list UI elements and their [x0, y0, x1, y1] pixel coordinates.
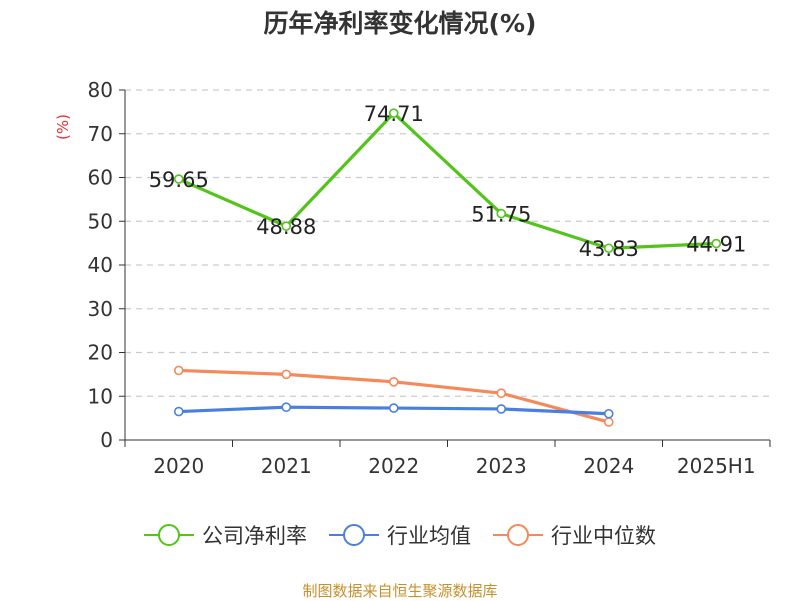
- data-point: [390, 404, 398, 412]
- legend-label: 公司净利率: [202, 520, 307, 550]
- data-point: [175, 366, 183, 374]
- x-tick-label: 2025H1: [677, 454, 756, 478]
- data-point: [175, 408, 183, 416]
- y-tick-label: 10: [88, 384, 113, 408]
- data-point: [282, 370, 290, 378]
- data-label: 44.91: [686, 233, 746, 257]
- y-tick-label: 70: [88, 122, 113, 146]
- y-tick-label: 40: [88, 253, 113, 277]
- data-point: [497, 405, 505, 413]
- x-tick-label: 2024: [583, 454, 634, 478]
- y-tick-label: 30: [88, 297, 113, 321]
- y-tick-label: 60: [88, 166, 113, 190]
- legend-swatch-icon: [144, 523, 194, 547]
- legend: 公司净利率 行业均值 行业中位数: [0, 520, 800, 550]
- data-label-layer: 59.65 48.88 74.71 51.75 43.83 44.91: [149, 102, 747, 261]
- axis-layer: 0 10 20 30 40 50 60 70 80 2020 2021 2022 2023 2024 202…: [54, 78, 770, 478]
- data-point: [497, 389, 505, 397]
- y-tick-label: 50: [88, 209, 113, 233]
- legend-item[interactable]: 行业均值: [329, 520, 471, 550]
- legend-swatch-icon: [329, 523, 379, 547]
- y-tick-label: 20: [88, 341, 113, 365]
- series-layer: [175, 109, 721, 426]
- grid-layer: [125, 90, 770, 396]
- x-tick-label: 2022: [368, 454, 419, 478]
- data-label: 59.65: [149, 168, 209, 192]
- line-chart: 0 10 20 30 40 50 60 70 80 2020 2021 2022 2023 2024 202…: [0, 0, 800, 600]
- data-label: 48.88: [256, 215, 316, 239]
- x-tick-label: 2021: [261, 454, 312, 478]
- source-note: 制图数据来自恒生聚源数据库: [0, 580, 800, 601]
- x-tick-label: 2023: [476, 454, 527, 478]
- data-point: [605, 410, 613, 418]
- data-point: [390, 378, 398, 386]
- y-tick-label: 80: [88, 78, 113, 102]
- data-point: [282, 403, 290, 411]
- legend-label: 行业均值: [387, 520, 471, 550]
- legend-item[interactable]: 行业中位数: [493, 520, 656, 550]
- x-tick-label: 2020: [153, 454, 204, 478]
- data-point: [605, 418, 613, 426]
- legend-label: 行业中位数: [551, 520, 656, 550]
- data-label: 43.83: [579, 237, 639, 261]
- data-label: 74.71: [364, 102, 424, 126]
- y-axis-label: (%): [54, 114, 72, 140]
- y-tick-label: 0: [100, 428, 113, 452]
- legend-item[interactable]: 公司净利率: [144, 520, 307, 550]
- legend-swatch-icon: [493, 523, 543, 547]
- data-label: 51.75: [471, 203, 531, 227]
